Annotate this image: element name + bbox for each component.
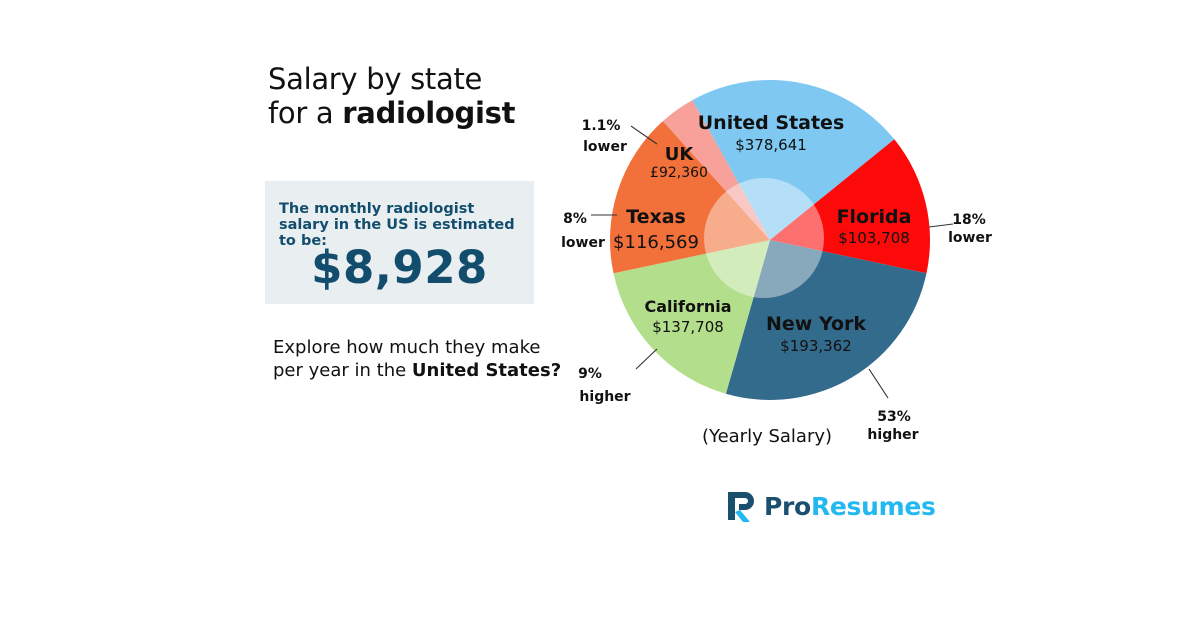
brand-resumes: Resumes: [810, 492, 936, 521]
slice-value-texas: $116,569: [613, 232, 699, 253]
slice-value-uk: £92,360: [650, 165, 708, 181]
comparison-new-york: 53% higher: [867, 409, 918, 443]
slice-label-new-york: New York: [766, 313, 866, 335]
comparison-florida: 18% lower: [948, 212, 992, 246]
monthly-salary-card: The monthly radiologist salary in the US…: [265, 181, 534, 304]
comparison-california: 9% higher: [578, 366, 631, 405]
slice-label-texas: Texas: [626, 206, 686, 228]
slice-label-florida: Florida: [837, 206, 912, 228]
leader-line-new-york: [868, 368, 889, 399]
monthly-salary-caption: The monthly radiologist salary in the US…: [279, 201, 515, 249]
comparison-texas: 8% lower: [561, 211, 605, 251]
pie-slice-texas: [609, 121, 770, 274]
explore-prefix: Explore how much they make per year in t…: [273, 337, 541, 381]
slice-value-united-states: $378,641: [735, 136, 807, 154]
slice-label-united-states: United States: [698, 112, 845, 134]
headline-prefix: for a: [268, 96, 343, 130]
leader-line-florida: [928, 223, 954, 228]
chart-subtitle: (Yearly Salary): [702, 426, 832, 447]
explore-text: Explore how much they make per year in t…: [273, 336, 573, 382]
leader-line-uk: [630, 125, 658, 145]
pie-slice-california: [613, 240, 770, 394]
chart-headline: Salary by state for a radiologist: [268, 62, 515, 130]
pie-slice-new-york: [725, 240, 927, 400]
slice-value-california: $137,708: [652, 318, 724, 336]
proresumes-logo-icon: [728, 492, 754, 522]
pie-center-highlight: [704, 178, 824, 298]
slice-value-new-york: $193,362: [780, 337, 852, 355]
pie-slice-uk: [662, 100, 770, 240]
headline-line-1: Salary by state: [268, 62, 483, 96]
leader-line-california: [635, 348, 658, 370]
pie-slice-florida: [770, 139, 930, 274]
headline-line-2: for a radiologist: [268, 96, 515, 130]
proresumes-wordmark: ProResumes: [764, 492, 936, 521]
monthly-salary-amount: $8,928: [311, 241, 488, 294]
explore-country: United States?: [411, 360, 562, 381]
comparison-uk: 1.1% lower: [582, 118, 627, 155]
brand-pro: Pro: [764, 492, 811, 521]
pie-slice-united-states: [692, 80, 895, 240]
headline-profession: radiologist: [342, 96, 516, 130]
slice-label-uk: UK: [665, 144, 695, 165]
slice-label-california: California: [644, 297, 731, 316]
proresumes-logo: ProResumes: [726, 490, 936, 524]
slice-value-florida: $103,708: [838, 229, 910, 247]
